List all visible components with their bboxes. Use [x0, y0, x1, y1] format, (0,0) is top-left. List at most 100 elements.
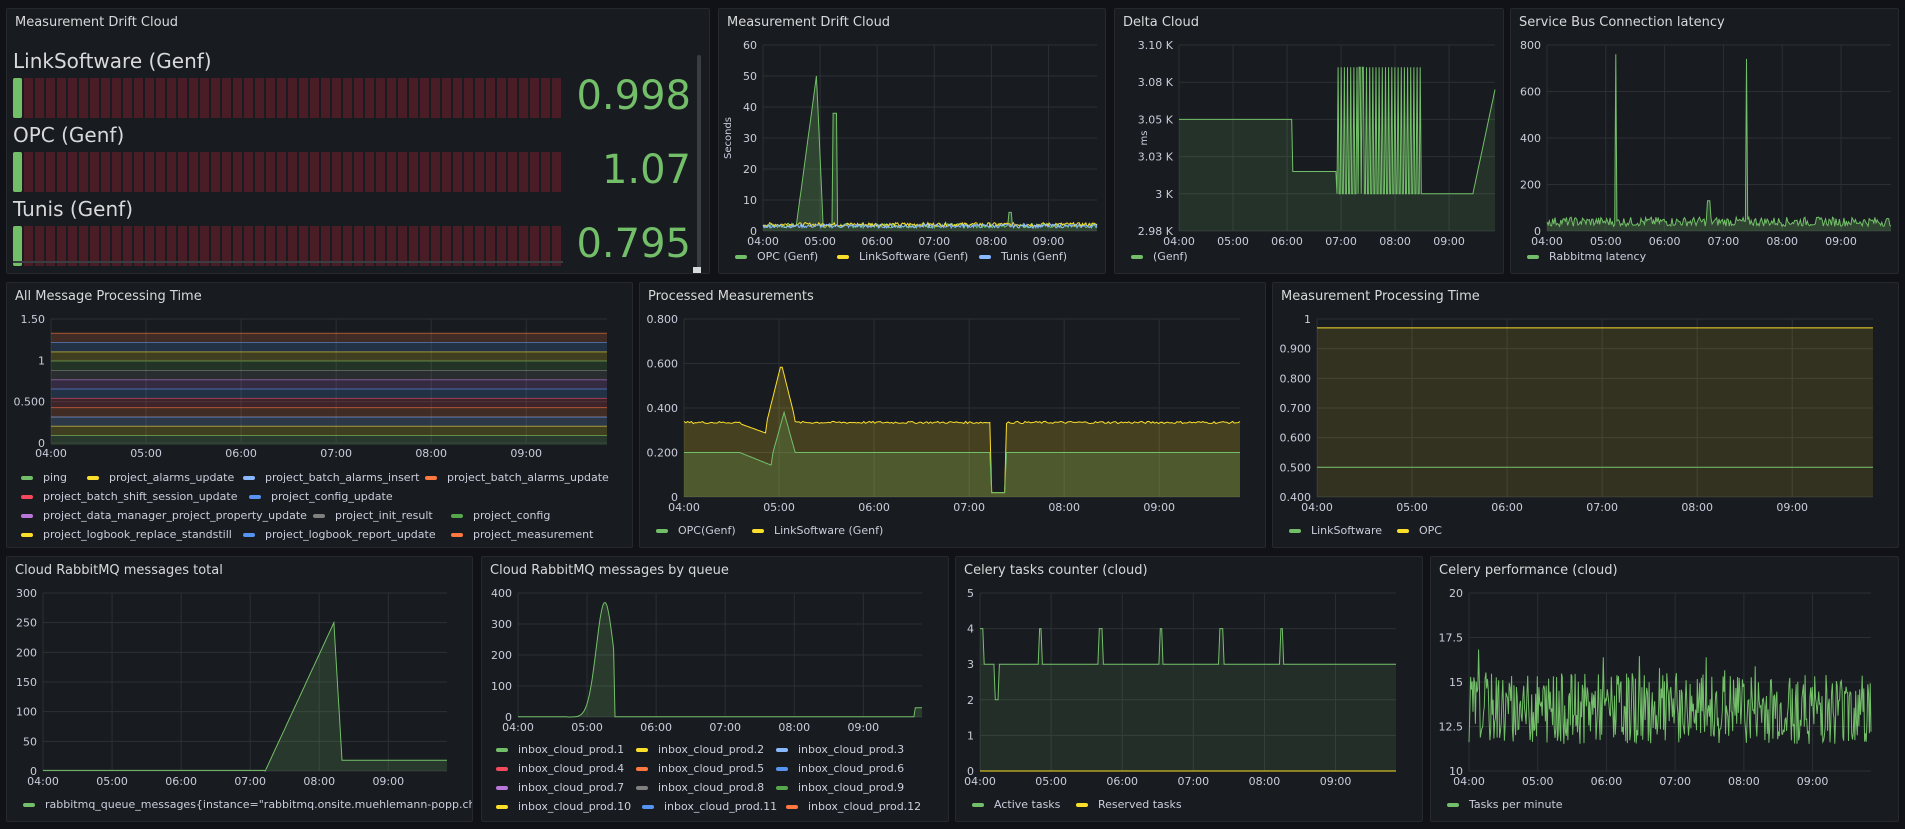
legend-item[interactable]: inbox_cloud_prod.3 [776, 743, 904, 756]
legend-item[interactable]: Tunis (Genf) [979, 250, 1067, 263]
horizontal-scrollbar[interactable] [13, 261, 563, 263]
x-tick-label: 09:00 [1433, 235, 1465, 248]
queue-1-series-line [518, 602, 922, 718]
celeryperf-chart[interactable]: 10 12.5 15 17.5 20 04:00 05:00 06:00 07:00 08:00 0… [1431, 557, 1899, 822]
panel-title[interactable]: Processed Measurements [648, 289, 814, 304]
x-tick-label: 08:00 [976, 235, 1008, 248]
drift-chart[interactable]: 0 10 20 30 40 50 60 04:00 05:00 06:00 07:00 08:00 09… [719, 9, 1106, 274]
queue-series-line [43, 620, 447, 772]
legend-item[interactable]: inbox_cloud_prod.7 [496, 781, 624, 794]
x-tick-label: 05:00 [1035, 775, 1067, 788]
x-tick-label: 05:00 [571, 721, 603, 734]
gauge-value-tunis: 0.795 [576, 221, 691, 267]
legend-label: inbox_cloud_prod.7 [518, 781, 625, 794]
panel-sbus-chart: Service Bus Connection latency 0 200 400 60… [1510, 8, 1899, 274]
x-tick-label: 06:00 [1591, 775, 1623, 788]
legend-item[interactable]: inbox_cloud_prod.1 [496, 743, 624, 756]
panel-title[interactable]: Cloud RabbitMQ messages by queue [490, 563, 729, 578]
legend-item[interactable]: (Genf) [1131, 250, 1188, 263]
legend-item[interactable]: project_init_result [313, 509, 433, 522]
legend-item[interactable]: project_batch_shift_session_update [21, 490, 237, 503]
proctime-chart[interactable]: 0.400 0.500 0.600 0.700 0.800 0.900 1 04:00 05:0… [1273, 283, 1899, 548]
x-tick-label: 09:00 [1320, 775, 1352, 788]
legend-item[interactable]: project_alarms_update [87, 471, 234, 484]
vertical-scrollbar[interactable] [697, 55, 701, 270]
x-tick-label: 06:00 [858, 501, 890, 514]
legend-label: inbox_cloud_prod.2 [658, 743, 765, 756]
legend-item[interactable]: Rabbitmq latency [1527, 250, 1646, 263]
stacked-band [51, 342, 607, 352]
y-tick-label: 60 [743, 39, 757, 52]
legend-item[interactable]: LinkSoftware [1289, 524, 1382, 537]
x-tick-label: 09:00 [847, 721, 879, 734]
legend-item[interactable]: project_measurement [451, 528, 593, 541]
y-tick-label: 1 [38, 354, 45, 367]
legend-item[interactable]: inbox_cloud_prod.8 [636, 781, 764, 794]
celery-chart[interactable]: 0 1 2 3 4 5 04:00 05:00 06:00 07:00 08:00 09:00 [956, 557, 1423, 822]
panel-title[interactable]: All Message Processing Time [15, 289, 202, 304]
y-tick-label: 0 [671, 491, 678, 504]
x-tick-label: 04:00 [1531, 235, 1563, 248]
panel-title[interactable]: Measurement Processing Time [1281, 289, 1480, 304]
y-tick-label: 10 [743, 194, 757, 207]
legend-item[interactable]: project_logbook_replace_standstill [21, 528, 232, 541]
y-tick-label: 0.600 [647, 358, 679, 371]
legend-item[interactable]: project_config [451, 509, 550, 522]
legend-item[interactable]: project_logbook_report_update [243, 528, 436, 541]
y-tick-label: 0 [505, 711, 512, 724]
legend-item[interactable]: OPC(Genf) [656, 524, 736, 537]
legend-label: Tunis (Genf) [1001, 250, 1067, 263]
allmsg-chart[interactable]: 0 0.500 1 1.50 04:00 05:00 06:00 07:00 08:00 09:0… [7, 283, 633, 548]
legend-item[interactable]: inbox_cloud_prod.2 [636, 743, 764, 756]
rmqqueue-chart[interactable]: 0 100 200 300 400 04:00 05:00 06:00 07:00 08:00 09… [482, 557, 949, 822]
legend-item[interactable]: inbox_cloud_prod.4 [496, 762, 624, 775]
rmqtotal-chart[interactable]: 0 50 100 150 200 250 300 04:00 05:00 06:00 07:00 08… [7, 557, 473, 822]
legend-item[interactable]: project_config_update [249, 490, 393, 503]
y-tick-label: 1.50 [21, 313, 46, 326]
stacked-band [51, 333, 607, 343]
legend-item[interactable]: OPC (Genf) [735, 250, 818, 263]
legend-item[interactable]: project_data_manager_project_property_up… [21, 509, 307, 522]
y-tick-label: 1 [1304, 313, 1311, 326]
legend-item[interactable]: inbox_cloud_prod.6 [776, 762, 904, 775]
legend-item[interactable]: ping [21, 471, 67, 484]
legend-item[interactable]: project_batch_alarms_update [425, 471, 609, 484]
panel-title[interactable]: Measurement Drift Cloud [727, 15, 891, 30]
y-tick-label: 3.03 K [1138, 151, 1174, 164]
legend-item[interactable]: OPC [1397, 524, 1442, 537]
legend-item[interactable]: Active tasks [972, 798, 1060, 811]
legend-item[interactable]: rabbitmq_queue_messages{instance="rabbit… [23, 798, 472, 811]
x-tick-label: 07:00 [1659, 775, 1691, 788]
legend-item[interactable]: Tasks per minute [1447, 798, 1563, 811]
x-tick-label: 06:00 [1649, 235, 1681, 248]
legend-item[interactable]: LinkSoftware (Genf) [752, 524, 883, 537]
panel-title[interactable]: Celery tasks counter (cloud) [964, 563, 1148, 578]
procmeas-chart[interactable]: 0 0.200 0.400 0.600 0.800 04:00 05:00 06:00 07:0… [640, 283, 1266, 548]
panel-title[interactable]: Service Bus Connection latency [1519, 15, 1725, 30]
legend-item[interactable]: inbox_cloud_prod.9 [776, 781, 904, 794]
linksoftware-series-area [684, 367, 1240, 497]
legend-item[interactable]: LinkSoftware (Genf) [837, 250, 968, 263]
legend-item[interactable]: project_batch_alarms_insert [243, 471, 419, 484]
legend-label: inbox_cloud_prod.11 [664, 800, 778, 813]
legend-item[interactable]: inbox_cloud_prod.5 [636, 762, 764, 775]
legend-item[interactable]: Reserved tasks [1076, 798, 1182, 811]
panel-rmqtotal-chart: Cloud RabbitMQ messages total 0 50 100 150 2… [6, 556, 473, 822]
x-tick-label: 07:00 [1708, 235, 1740, 248]
y-tick-label: 150 [16, 676, 37, 689]
legend-item[interactable]: inbox_cloud_prod.11 [642, 800, 777, 813]
legend-item[interactable]: inbox_cloud_prod.10 [496, 800, 631, 813]
x-tick-label: 06:00 [640, 721, 672, 734]
delta-chart[interactable]: 2.98 K 3 K 3.03 K 3.05 K 3.08 K 3.10 K 04:00 05… [1115, 9, 1504, 274]
panel-title[interactable]: Measurement Drift Cloud [15, 15, 179, 30]
panel-title[interactable]: Celery performance (cloud) [1439, 563, 1618, 578]
legend-item[interactable]: inbox_cloud_prod.12 [786, 800, 921, 813]
y-tick-label: 0.800 [647, 313, 679, 326]
y-tick-label: 3.05 K [1138, 113, 1174, 126]
y-tick-label: 2.98 K [1138, 225, 1174, 238]
y-tick-label: 3 K [1155, 188, 1173, 201]
panel-title[interactable]: Cloud RabbitMQ messages total [15, 563, 223, 578]
panel-title[interactable]: Delta Cloud [1123, 15, 1199, 30]
sbus-chart[interactable]: 0 200 400 600 800 04:00 05:00 06:00 07:00 08:00 09… [1511, 9, 1899, 274]
y-tick-label: 10 [1449, 765, 1463, 778]
